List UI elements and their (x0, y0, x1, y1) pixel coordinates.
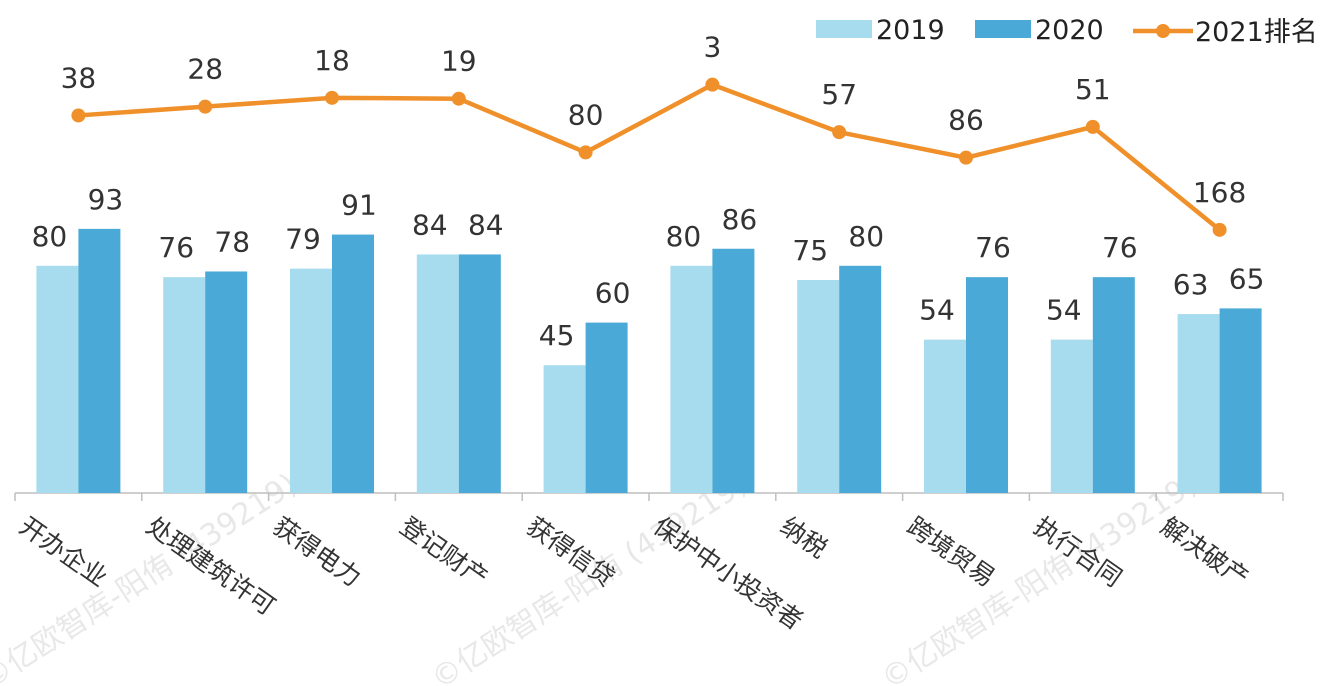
bar-2019 (797, 280, 840, 493)
data-label-2020: 65 (1229, 262, 1265, 295)
rank-label: 57 (821, 78, 857, 111)
data-label-2019: 84 (412, 208, 448, 241)
data-label-2019: 76 (158, 231, 194, 264)
rank-label: 19 (441, 45, 477, 78)
data-label-2020: 86 (722, 203, 758, 236)
bar-2020 (332, 234, 374, 493)
bar-2020 (966, 277, 1008, 493)
rank-label: 38 (61, 61, 97, 94)
category-label: 跨境贸易 (902, 511, 1001, 592)
data-label-2020: 76 (975, 231, 1011, 264)
bar-2019 (543, 365, 586, 493)
bar-2020 (1219, 308, 1262, 493)
category-label: 获得电力 (268, 511, 367, 592)
data-label-2019: 63 (1173, 268, 1209, 301)
bar-2020 (839, 265, 882, 493)
rank-label: 3 (703, 31, 721, 64)
rank-label: 51 (1075, 73, 1111, 106)
bar-2019 (1177, 314, 1220, 493)
rank-point (705, 77, 720, 92)
rank-label: 168 (1193, 176, 1246, 209)
rank-point (325, 90, 339, 105)
category-label: 纳税 (775, 511, 833, 563)
rank-point (959, 150, 973, 165)
data-label-2020: 76 (1102, 231, 1138, 264)
data-label-2019: 45 (539, 319, 575, 352)
rank-point (71, 108, 86, 123)
watermark-text: ©亿欧智库-阳侑 (439219) (875, 467, 1203, 686)
bar-series-group (36, 228, 1262, 493)
bar-2020 (712, 248, 755, 493)
rank-label: 18 (314, 44, 350, 77)
rank-point (832, 125, 847, 140)
data-label-2019: 80 (666, 220, 702, 253)
rank-line (78, 82, 1222, 232)
legend-swatch-2020 (975, 20, 1031, 38)
data-label-2019: 54 (919, 294, 955, 327)
rank-label: 86 (948, 104, 984, 137)
rank-point (578, 145, 593, 160)
bar-2020 (585, 322, 628, 493)
bar-2020 (205, 271, 248, 493)
rank-point (198, 99, 213, 114)
legend-label-2019: 2019 (876, 15, 945, 46)
x-axis (14, 492, 1284, 501)
bar-2019 (290, 268, 332, 493)
data-label-2020: 78 (214, 225, 250, 258)
bar-2020 (458, 254, 501, 493)
rank-point (451, 91, 466, 106)
data-label-2019: 75 (792, 234, 828, 267)
bar-2019 (670, 265, 713, 493)
category-label: 登记财产 (395, 511, 494, 592)
legend: 2019 2020 2021排名 (816, 15, 1318, 48)
data-label-2019: 79 (285, 223, 321, 256)
bar-2020 (1092, 277, 1135, 493)
category-label: 开办企业 (14, 511, 113, 592)
bar-2019 (1050, 339, 1093, 493)
rank-label: 80 (568, 98, 604, 131)
data-label-2019: 80 (32, 220, 68, 253)
data-label-2020: 84 (468, 208, 504, 241)
data-label-2020: 91 (341, 189, 377, 222)
category-label: 解决破产 (1155, 511, 1254, 592)
bar-2019 (163, 277, 206, 493)
data-label-2020: 80 (848, 220, 884, 253)
rank-label: 28 (187, 53, 223, 86)
data-label-2019: 54 (1046, 294, 1082, 327)
data-labels: 80 93 76 78 79 91 84 84 45 60 80 86 75 80 54 76 54 76 63 65… (32, 31, 1265, 353)
legend-marker-2021 (1156, 24, 1170, 38)
bar-2019 (924, 339, 966, 493)
bar-2020 (78, 228, 121, 493)
bar-2019 (36, 265, 79, 493)
legend-swatch-2019 (816, 20, 872, 38)
data-label-2020: 93 (88, 183, 124, 216)
line-series-group (71, 77, 1227, 237)
legend-label-2020: 2020 (1035, 15, 1104, 46)
rank-point (1085, 119, 1100, 134)
watermark-text: ©亿欧智库-阳侑 (439219) (0, 467, 303, 686)
bar-2019 (416, 254, 459, 493)
data-label-2020: 60 (595, 277, 631, 310)
rank-point (1212, 222, 1227, 237)
legend-label-2021: 2021排名 (1195, 17, 1318, 48)
